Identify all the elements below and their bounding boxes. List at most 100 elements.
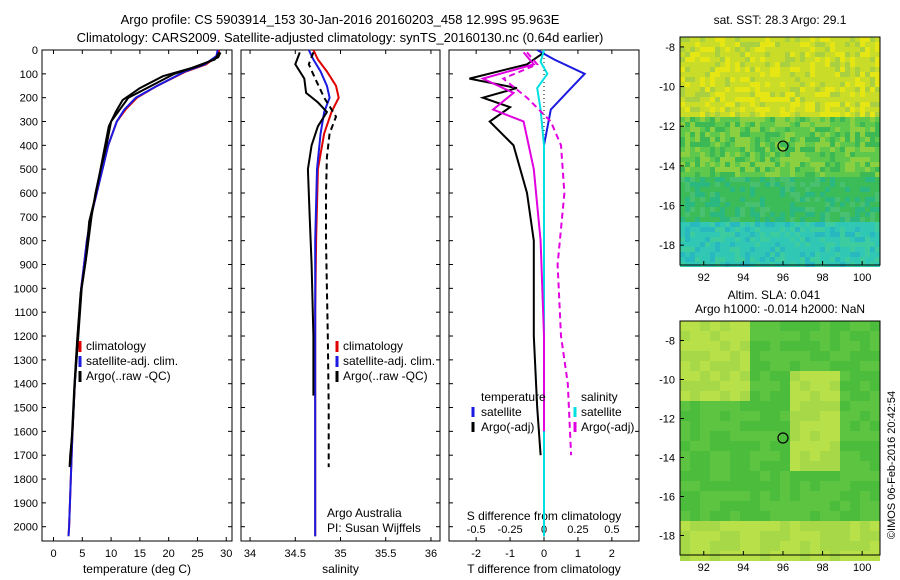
map-cell <box>790 82 795 87</box>
map-cell <box>865 212 870 217</box>
map-cell <box>810 331 820 341</box>
map-cell <box>740 501 750 511</box>
map-cell <box>685 102 690 107</box>
map-cell <box>845 127 850 132</box>
map-cell <box>870 172 875 177</box>
map-cell <box>750 137 755 142</box>
map-cell <box>800 192 805 197</box>
map-cell <box>820 92 825 97</box>
map-cell <box>700 247 705 252</box>
map-cell <box>805 247 810 252</box>
map-cell <box>770 421 780 431</box>
map-cell <box>725 227 730 232</box>
map-cell <box>840 97 845 102</box>
map-cell <box>765 132 770 137</box>
map-cell <box>750 157 755 162</box>
map-cell <box>740 217 745 222</box>
map-cell <box>710 501 720 511</box>
map-cell <box>780 202 785 207</box>
map-cell <box>740 67 745 72</box>
map-cell <box>770 391 780 401</box>
map-cell <box>770 207 775 212</box>
map-cell <box>850 252 855 257</box>
map-cell <box>865 202 870 207</box>
map-cell <box>815 242 820 247</box>
argo-location-marker <box>777 432 789 444</box>
map-cell <box>805 47 810 52</box>
map-cell <box>775 147 780 152</box>
map-cell <box>745 222 750 227</box>
map-cell <box>815 87 820 92</box>
map-cell <box>840 351 850 361</box>
map-cell <box>875 217 880 222</box>
map-cell <box>775 162 780 167</box>
map-cell <box>855 112 860 117</box>
map-cell <box>840 411 850 421</box>
x-tick-label: 0 <box>50 548 56 560</box>
map-cell <box>750 42 755 47</box>
map-cell <box>755 122 760 127</box>
map-cell <box>830 451 840 461</box>
map-cell <box>835 212 840 217</box>
map-cell <box>700 252 705 257</box>
map-cell <box>740 212 745 217</box>
map-cell <box>835 192 840 197</box>
map-cell <box>795 257 800 262</box>
legend-label: satellite <box>481 405 522 419</box>
map-cell <box>875 182 880 187</box>
map-cell <box>765 62 770 67</box>
map-cell <box>780 182 785 187</box>
map-cell <box>715 227 720 232</box>
map-cell <box>850 471 860 481</box>
map-cell <box>770 371 780 381</box>
map-cell <box>835 167 840 172</box>
map-cell <box>680 162 685 167</box>
map-cell <box>690 252 695 257</box>
map-cell <box>810 162 815 167</box>
map-cell <box>695 187 700 192</box>
map-cell <box>755 57 760 62</box>
map-cell <box>830 431 840 441</box>
map-cell <box>740 147 745 152</box>
y-tick-label: -10 <box>659 375 675 387</box>
map-cell <box>780 92 785 97</box>
map-cell <box>860 232 865 237</box>
map-cell <box>695 157 700 162</box>
map-cell <box>780 67 785 72</box>
map-cell <box>750 142 755 147</box>
map-cell <box>775 217 780 222</box>
map-cell <box>760 87 765 92</box>
map-cell <box>715 122 720 127</box>
map-cell <box>750 167 755 172</box>
map-cell <box>765 222 770 227</box>
map-cell <box>705 217 710 222</box>
map-cell <box>810 167 815 172</box>
map-cell <box>720 47 725 52</box>
map-cell <box>845 132 850 137</box>
map-cell <box>805 172 810 177</box>
map-cell <box>790 212 795 217</box>
map-cell <box>730 57 735 62</box>
map-cell <box>775 122 780 127</box>
map-cell <box>805 222 810 227</box>
map-cell <box>685 247 690 252</box>
map-cell <box>780 42 785 47</box>
map-cell <box>700 67 705 72</box>
map-cell <box>695 137 700 142</box>
map-cell <box>770 461 780 471</box>
map-cell <box>820 217 825 222</box>
map-cell <box>800 341 810 351</box>
map-cell <box>805 137 810 142</box>
map-cell <box>785 112 790 117</box>
map-cell <box>725 137 730 142</box>
map-cell <box>855 37 860 42</box>
map-cell <box>700 257 705 262</box>
map-cell <box>730 481 740 491</box>
map-cell <box>685 147 690 152</box>
x-tick-label: 100 <box>853 272 871 284</box>
map-cell <box>745 152 750 157</box>
map-cell <box>705 52 710 57</box>
map-cell <box>795 52 800 57</box>
y-tick-label: -14 <box>659 453 675 465</box>
map-cell <box>755 37 760 42</box>
